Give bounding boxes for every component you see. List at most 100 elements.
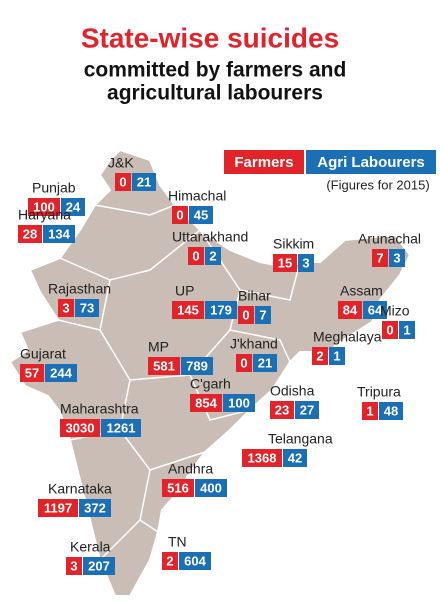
- count-box: [238, 306, 254, 324]
- state-name: UP: [175, 283, 194, 299]
- count: 134: [48, 226, 70, 241]
- count-box: [172, 301, 204, 319]
- count-box: [172, 206, 188, 224]
- state-name: Andhra: [168, 461, 213, 477]
- state-name: Mizo: [380, 303, 410, 319]
- count: 3: [302, 255, 309, 270]
- count: 84: [343, 302, 358, 317]
- state-name: Haryana: [18, 207, 71, 223]
- count-box: [253, 354, 277, 372]
- count-box: [329, 347, 345, 365]
- count: 15: [278, 255, 292, 270]
- state-name: Sikkim: [273, 236, 314, 252]
- count-box: [79, 499, 111, 517]
- count: 1: [366, 403, 373, 418]
- count: 64: [368, 302, 383, 317]
- count-box: [372, 249, 388, 267]
- count-box: [75, 299, 99, 317]
- count-box: [43, 225, 75, 243]
- count: 7: [376, 250, 383, 265]
- legend-label: Agri Labourers: [317, 154, 425, 171]
- count-box: [382, 321, 398, 339]
- count-box: [205, 301, 237, 319]
- count: 1: [403, 322, 410, 337]
- state-name: TN: [168, 534, 187, 550]
- legend-swatch: [306, 150, 436, 174]
- count: 372: [84, 500, 106, 515]
- count: 3030: [66, 420, 95, 435]
- count-box: [270, 401, 294, 419]
- count: 21: [137, 174, 151, 189]
- count: 0: [240, 355, 247, 370]
- legend-label: Farmers: [234, 154, 293, 171]
- count-box: [60, 419, 100, 437]
- count-box: [273, 254, 297, 272]
- count: 0: [386, 322, 393, 337]
- count-box: [18, 225, 42, 243]
- count-box: [162, 479, 194, 497]
- count-box: [58, 299, 74, 317]
- count-box: [389, 249, 405, 267]
- state-name: J'khand: [230, 336, 278, 352]
- count-box: [45, 364, 77, 382]
- count-box: [399, 321, 415, 339]
- count: 854: [195, 395, 217, 410]
- count-box: [115, 173, 131, 191]
- count: 2: [209, 248, 216, 263]
- count-box: [28, 198, 60, 216]
- count-box: [83, 557, 115, 575]
- count-box: [379, 402, 403, 420]
- count-box: [283, 449, 307, 467]
- state-name: Uttarakhand: [172, 229, 248, 245]
- count: 100: [228, 395, 250, 410]
- count-box: [132, 173, 156, 191]
- count: 57: [25, 365, 39, 380]
- count: 789: [186, 358, 208, 373]
- count: 0: [242, 307, 249, 322]
- count-box: [338, 301, 362, 319]
- count: 45: [194, 207, 208, 222]
- title-line: committed by farmers and: [84, 59, 347, 82]
- count: 24: [66, 199, 81, 214]
- state-name: Bihar: [238, 288, 271, 304]
- count: 1: [333, 348, 340, 363]
- count-box: [179, 552, 211, 570]
- title-line: agricultural labourers: [107, 82, 323, 105]
- count: 1197: [44, 500, 72, 515]
- count: 207: [88, 558, 110, 573]
- state-name: C'garh: [190, 376, 231, 392]
- state-name: Tripura: [357, 384, 401, 400]
- state-name: Odisha: [270, 383, 315, 399]
- count-box: [205, 247, 221, 265]
- count: 179: [210, 302, 232, 317]
- count-box: [362, 402, 378, 420]
- count-box: [363, 301, 387, 319]
- count: 3: [70, 558, 77, 573]
- count: 73: [80, 300, 94, 315]
- legend-swatch: [224, 150, 304, 174]
- count-box: [61, 198, 85, 216]
- note: (Figures for 2015): [326, 177, 429, 192]
- count: 7: [259, 307, 266, 322]
- state-name: Punjab: [32, 180, 76, 196]
- state-name: J&K: [108, 155, 134, 171]
- count-box: [298, 254, 314, 272]
- state-name: Karnataka: [48, 481, 112, 497]
- state-name: Maharashtra: [60, 401, 139, 417]
- count: 145: [177, 302, 199, 317]
- count-box: [223, 394, 255, 412]
- count: 0: [119, 174, 126, 189]
- count-box: [190, 394, 222, 412]
- state-name: Rajasthan: [48, 281, 111, 297]
- count-box: [312, 347, 328, 365]
- count: 0: [176, 207, 183, 222]
- count: 1368: [248, 450, 277, 465]
- count: 1261: [107, 420, 136, 435]
- count: 48: [384, 403, 398, 418]
- count-box: [189, 206, 213, 224]
- count: 42: [288, 450, 302, 465]
- count: 28: [23, 226, 37, 241]
- count-box: [162, 552, 178, 570]
